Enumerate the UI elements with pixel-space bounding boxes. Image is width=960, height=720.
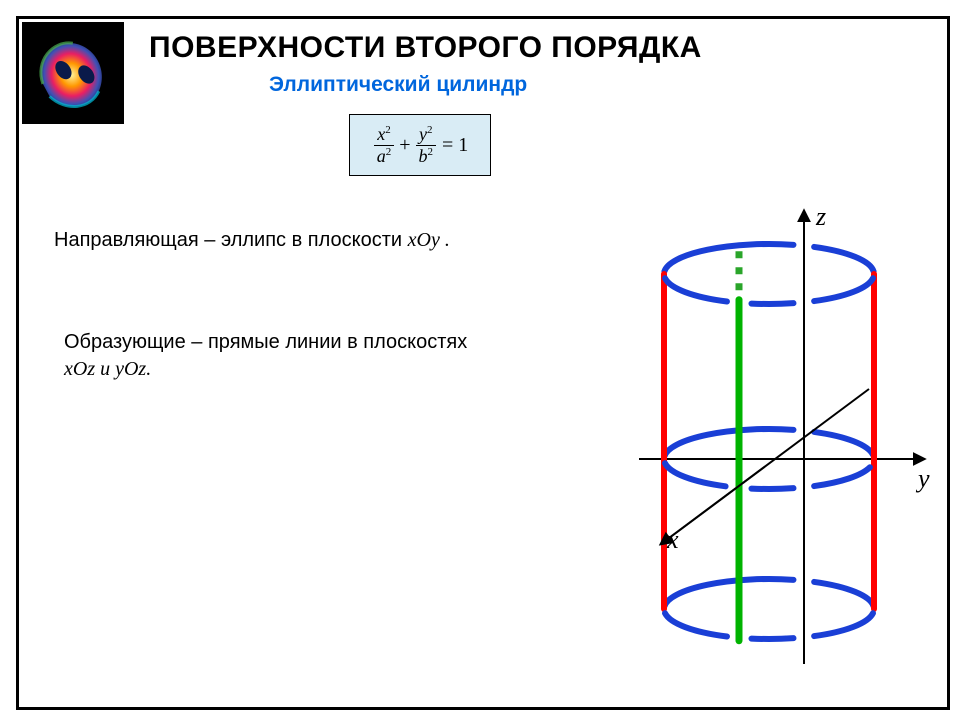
cylinder-diagram: z y x <box>579 199 939 679</box>
text-directrix: Направляющая – эллипс в плоскости xOy . <box>54 227 450 254</box>
svg-text:z: z <box>815 202 826 231</box>
page-title: ПОВЕРХНОСТИ ВТОРОГО ПОРЯДКА <box>149 31 702 65</box>
svg-text:y: y <box>915 464 930 493</box>
page-subtitle: Эллиптический цилиндр <box>269 73 527 97</box>
svg-text:x: x <box>666 525 679 554</box>
fraction-x: x2 a2 <box>374 124 395 167</box>
equation-box: x2 a2 + y2 b2 = 1 <box>349 114 491 176</box>
logo-box <box>22 22 124 124</box>
fraction-y: y2 b2 <box>416 124 437 167</box>
logo-icon <box>28 28 118 118</box>
text-generatrix: Образующие – прямые линии в плоскостях x… <box>64 329 467 383</box>
slide-frame: ПОВЕРХНОСТИ ВТОРОГО ПОРЯДКА Эллиптически… <box>16 16 950 710</box>
